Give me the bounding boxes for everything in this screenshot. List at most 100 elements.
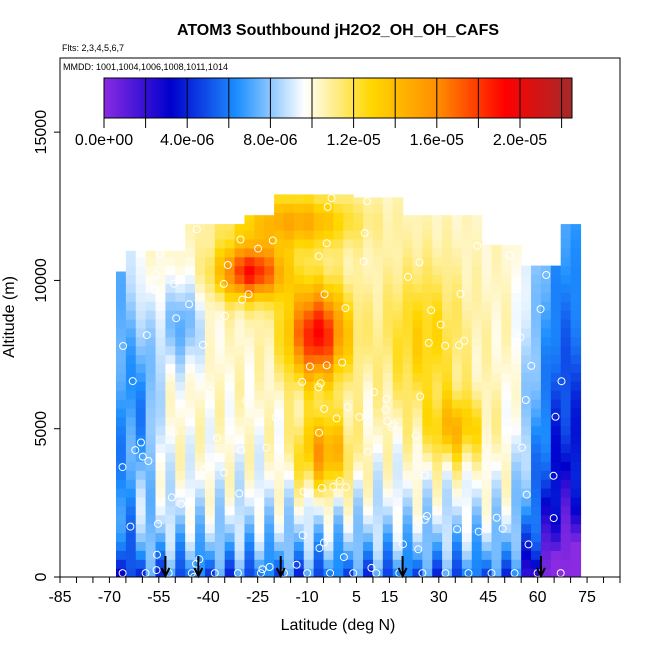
heat-cell [135, 399, 147, 409]
heat-cell [185, 461, 196, 471]
heat-cell [422, 354, 433, 365]
heat-cell [195, 327, 206, 338]
heat-cell [165, 550, 176, 560]
heat-cell [501, 265, 512, 276]
heat-cell [550, 452, 562, 462]
heat-cell [323, 354, 335, 365]
heat-cell [165, 434, 176, 445]
heat-cell [461, 283, 473, 293]
heat-cell [116, 407, 127, 418]
heat-cell [442, 310, 453, 320]
heat-cell [254, 434, 265, 445]
heat-cell [392, 292, 404, 302]
heat-cell [392, 452, 404, 462]
observation-point [424, 338, 433, 347]
heat-cell [204, 310, 216, 320]
heat-cell [155, 265, 167, 276]
heat-cell [313, 532, 325, 543]
heat-cell [244, 488, 255, 498]
heat-cell [353, 568, 364, 577]
heat-cell [372, 197, 384, 204]
heat-cell [234, 256, 246, 267]
heat-cell [303, 265, 315, 276]
heat-cell [155, 532, 167, 543]
heat-cell [333, 496, 344, 507]
heat-cell [521, 354, 532, 365]
heat-cell [442, 434, 453, 445]
heat-cell [293, 230, 305, 240]
heat-cell [303, 256, 315, 267]
observation-point [271, 413, 280, 422]
heat-cell [452, 541, 463, 551]
heat-cell [481, 274, 493, 284]
heat-cell [313, 292, 325, 302]
heat-cell [244, 434, 255, 445]
heat-cell [145, 452, 157, 462]
heat-cell [452, 292, 463, 302]
heat-cell [254, 336, 265, 347]
heat-cell [274, 221, 285, 231]
heat-cell [570, 372, 582, 382]
heat-cell [274, 310, 285, 320]
heat-cell [195, 247, 206, 258]
heat-cell [353, 274, 364, 284]
heat-cell [412, 256, 423, 267]
flight-arrows [160, 556, 546, 579]
heat-cell [204, 390, 216, 400]
heat-cell [560, 568, 572, 577]
heat-cell [501, 283, 512, 293]
heat-cell [333, 238, 344, 249]
observation-point [389, 420, 398, 429]
heat-cell [521, 310, 532, 320]
heat-cell [185, 550, 196, 560]
heat-cell [323, 212, 335, 222]
heat-cell [175, 407, 186, 418]
heat-cell [461, 541, 473, 551]
heat-cell [540, 345, 552, 356]
heat-cell [224, 416, 236, 427]
heat-cell [303, 327, 315, 338]
x-tick-label: -70 [98, 589, 121, 606]
heat-cell [540, 505, 552, 516]
heat-cell [382, 443, 394, 454]
heat-cell [550, 407, 562, 418]
heat-cell [382, 470, 394, 480]
heat-cell [461, 318, 473, 329]
heat-cell [372, 381, 384, 391]
heat-cell [570, 247, 582, 258]
observation-point [341, 304, 350, 313]
heat-cell [313, 488, 325, 498]
heat-cell [422, 434, 433, 445]
observation-point [126, 522, 135, 531]
heat-cell [481, 381, 493, 391]
heat-cell [145, 523, 157, 534]
heat-cell [333, 407, 344, 418]
heat-cell [185, 532, 196, 543]
heat-cell [382, 212, 394, 222]
heat-cell [343, 425, 354, 436]
heat-cell [461, 470, 473, 480]
heat-cell [204, 452, 216, 462]
heat-cell [323, 434, 335, 445]
heat-cell [214, 416, 226, 427]
heat-cell [254, 407, 265, 418]
heat-cell [521, 363, 532, 373]
heat-cell [422, 363, 433, 373]
heat-cell [432, 568, 443, 577]
heat-cell [323, 407, 335, 418]
heat-cell [382, 318, 394, 329]
heat-cell [293, 461, 305, 471]
heat-cell [343, 532, 354, 543]
heat-cell [323, 283, 335, 293]
heat-cell [224, 336, 236, 347]
heat-cell [382, 372, 394, 382]
heat-cell [432, 461, 443, 471]
observation-point [235, 489, 244, 498]
heat-cell [570, 224, 582, 231]
heat-cell [521, 336, 532, 347]
heat-cell [372, 496, 384, 507]
heat-cell [125, 256, 137, 267]
heat-cell [392, 434, 404, 445]
heat-cell [412, 310, 423, 320]
heat-cell [204, 470, 216, 480]
